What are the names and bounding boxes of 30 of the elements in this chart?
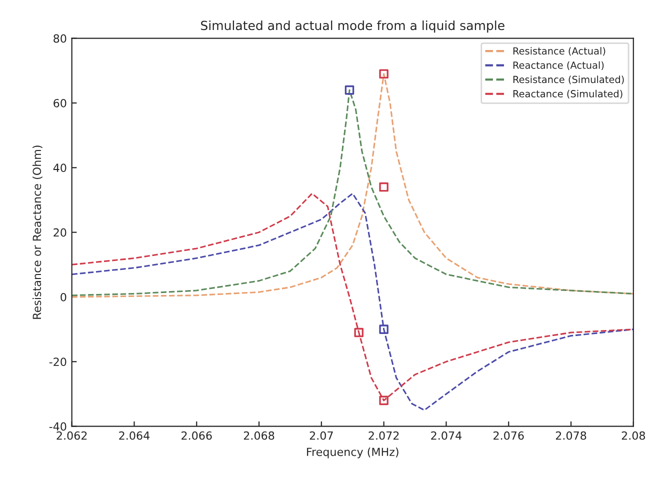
x-tick-label: 2.07 bbox=[310, 431, 333, 440]
point bbox=[344, 85, 354, 95]
x-tick-label: 2.072 bbox=[368, 431, 399, 440]
x-tick-label: 2.068 bbox=[244, 431, 274, 440]
y-tick-label: 80 bbox=[54, 34, 66, 43]
point bbox=[379, 396, 388, 406]
y-tick-label: 20 bbox=[54, 228, 66, 237]
x-tick-label: 2.076 bbox=[494, 431, 524, 440]
point bbox=[354, 328, 364, 338]
point bbox=[379, 324, 388, 334]
legend-label: Resistance (Actual) bbox=[513, 47, 606, 56]
y-tick-label: -20 bbox=[49, 358, 66, 366]
y-tick-label: 40 bbox=[53, 164, 66, 172]
x-tick-label: 2.064 bbox=[119, 431, 150, 440]
legend-label: Reactance (Simulated) bbox=[513, 90, 622, 99]
legend-label: Reactance (Actual) bbox=[513, 61, 604, 70]
y-tick-label: 60 bbox=[54, 98, 66, 108]
point bbox=[379, 69, 388, 79]
legend-label: Resistance (Simulated) bbox=[513, 76, 624, 84]
x-tick-label: 2.062 bbox=[56, 431, 87, 440]
y-tick-label: -40 bbox=[49, 422, 66, 431]
y-tick-label: 0 bbox=[60, 292, 66, 302]
x-tick-label: 2.066 bbox=[182, 431, 212, 440]
point bbox=[379, 182, 388, 192]
x-tick-label: 2.078 bbox=[556, 431, 586, 440]
chart-title: Simulated and actual mode from a liquid sample bbox=[201, 20, 504, 33]
y-axis-title: Resistance or Reactance (Ohm) bbox=[32, 146, 42, 319]
x-tick-label: 2.08 bbox=[622, 431, 646, 440]
x-axis-title: Frequency (MHz) bbox=[307, 447, 398, 458]
x-tick-label: 2.074 bbox=[431, 431, 462, 440]
